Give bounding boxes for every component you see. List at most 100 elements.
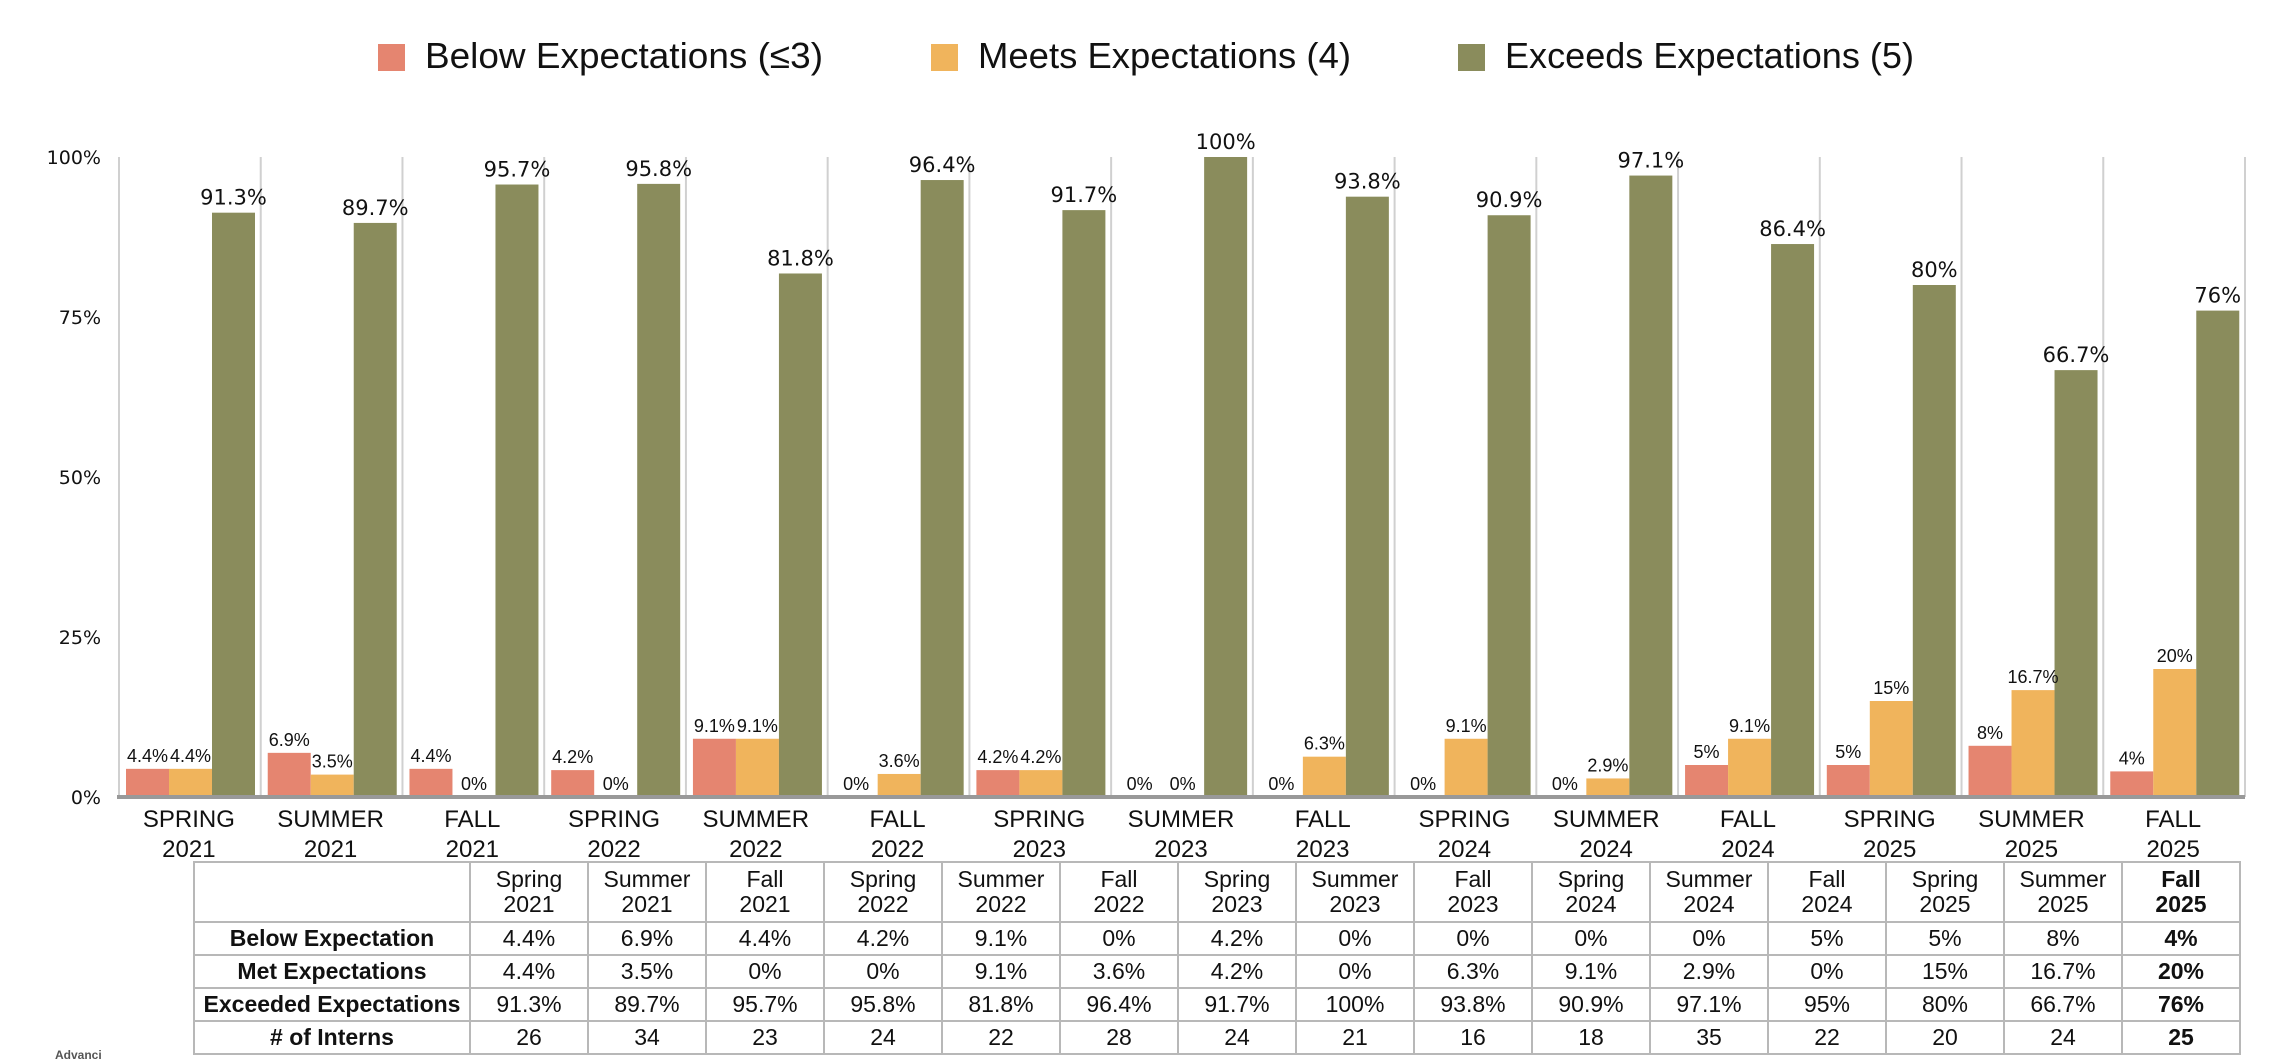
- data-label: 4%: [2119, 748, 2145, 768]
- data-label: 4.4%: [410, 746, 451, 766]
- legend-label: Exceeds Expectations (5): [1505, 35, 1914, 76]
- x-tick-label: FALL: [1720, 806, 1776, 833]
- table-row-label: # of Interns: [193, 1020, 471, 1055]
- table-column-header: Spring 2025: [1885, 861, 2005, 923]
- data-label: 0%: [843, 774, 869, 794]
- legend-swatch: [1458, 44, 1485, 71]
- bar: [1629, 175, 1673, 797]
- bar: [2196, 310, 2240, 797]
- table-column-header: Summer 2024: [1649, 861, 1769, 923]
- bar: [495, 184, 539, 797]
- data-label: 100%: [1196, 130, 1256, 154]
- table-cell: 20%: [2121, 954, 2241, 989]
- data-table: Spring 2021 Summer 2021 Fall 2021 Spring 2022 Su…: [193, 861, 2241, 1055]
- legend-label: Below Expectations (≤3): [425, 35, 823, 76]
- table-cell: 4%: [2121, 921, 2241, 956]
- table-column-header: Fall 2024: [1767, 861, 1887, 923]
- data-label: 0%: [1410, 774, 1436, 794]
- table-cell: 0%: [1295, 921, 1415, 956]
- table-cell: 90.9%: [1531, 987, 1651, 1022]
- y-tick-label: 75%: [59, 307, 101, 329]
- bar: [1685, 765, 1729, 797]
- data-label: 91.3%: [200, 186, 267, 210]
- bar: [1968, 745, 2012, 797]
- logo-fragment: Advanci: [55, 1048, 102, 1062]
- data-label: 3.6%: [879, 751, 920, 771]
- bar: [2153, 669, 2197, 797]
- x-tick-label: 2023: [1154, 836, 1207, 862]
- x-tick-label: 2021: [304, 836, 357, 862]
- table-cell: 4.4%: [469, 954, 589, 989]
- x-tick-label: FALL: [444, 806, 500, 833]
- bar: [310, 774, 354, 797]
- table-cell: 81.8%: [941, 987, 1061, 1022]
- data-label: 0%: [1170, 774, 1196, 794]
- legend-label: Meets Expectations (4): [978, 35, 1351, 76]
- x-tick-label: 2025: [2005, 836, 2058, 862]
- table-cell: 8%: [2003, 921, 2123, 956]
- data-label: 8%: [1977, 723, 2003, 743]
- x-tick-label: SUMMER: [277, 806, 384, 833]
- x-tick-label: SPRING: [143, 806, 235, 833]
- bar: [2054, 370, 2098, 797]
- table-cell: 3.6%: [1059, 954, 1179, 989]
- data-label: 93.8%: [1334, 170, 1401, 194]
- table-column-header: Summer 2022: [941, 861, 1061, 923]
- table-cell: 22: [941, 1020, 1061, 1055]
- table-row: Met Expectations 4.4% 3.5% 0% 0% 9.1% 3.6% 4.2%…: [193, 954, 2241, 989]
- y-tick-label: 50%: [59, 467, 101, 489]
- bar: [409, 768, 453, 797]
- bar: [2011, 690, 2055, 797]
- table-cell: 16.7%: [2003, 954, 2123, 989]
- bar: [126, 768, 169, 797]
- table-cell: 100%: [1295, 987, 1415, 1022]
- y-axis: 0% 25% 50% 75% 100%: [47, 147, 101, 809]
- table-row-label: Met Expectations: [193, 954, 471, 989]
- table-column-header: Spring 2023: [1177, 861, 1297, 923]
- y-tick-label: 25%: [59, 627, 101, 649]
- data-label: 95.7%: [484, 158, 551, 182]
- table-cell: 16: [1413, 1020, 1533, 1055]
- x-tick-label: 2021: [446, 836, 499, 862]
- data-label: 4.4%: [127, 746, 168, 766]
- table-cell: 23: [705, 1020, 825, 1055]
- bar-chart: Below Expectations (≤3) Meets Expectation…: [47, 35, 2246, 862]
- table-cell: 93.8%: [1413, 987, 1533, 1022]
- data-label: 5%: [1835, 742, 1861, 762]
- bar: [1302, 756, 1346, 797]
- data-label: 97.1%: [1617, 149, 1684, 173]
- bar: [976, 770, 1020, 797]
- data-label: 20%: [2157, 646, 2193, 666]
- x-axis-labels: SPRING 2021 SUMMER 2021 FALL 2021 SPRING 2022 SU…: [143, 806, 2201, 862]
- x-tick-label: SUMMER: [702, 806, 809, 833]
- table-column-header: Summer 2025: [2003, 861, 2123, 923]
- table-row: # of Interns 26 34 23 24 22 28 24 21 16 18 35 22 20 24…: [193, 1020, 2241, 1055]
- table-cell: 5%: [1885, 921, 2005, 956]
- data-label: 16.7%: [2008, 667, 2059, 687]
- table-cell: 6.9%: [587, 921, 707, 956]
- table-cell: 89.7%: [587, 987, 707, 1022]
- data-label: 4.4%: [170, 746, 211, 766]
- y-tick-label: 100%: [47, 147, 101, 169]
- data-label: 9.1%: [1729, 716, 1770, 736]
- x-tick-label: 2022: [587, 836, 640, 862]
- data-label: 81.8%: [767, 246, 834, 270]
- table-cell: 15%: [1885, 954, 2005, 989]
- x-tick-label: 2022: [729, 836, 782, 862]
- data-label: 0%: [461, 774, 487, 794]
- data-label: 0%: [1127, 774, 1153, 794]
- bar: [1586, 778, 1630, 797]
- bar: [1487, 215, 1531, 798]
- chart-legend: Below Expectations (≤3) Meets Expectation…: [378, 35, 1914, 76]
- bars: [126, 157, 2240, 798]
- table-cell: 5%: [1767, 921, 1887, 956]
- x-tick-label: FALL: [1295, 806, 1351, 833]
- x-tick-label: SPRING: [568, 806, 660, 833]
- x-tick-label: 2021: [162, 836, 215, 862]
- bar: [169, 768, 212, 797]
- table-cell: 0%: [1295, 954, 1415, 989]
- table-cell: 9.1%: [941, 921, 1061, 956]
- table-cell: 21: [1295, 1020, 1415, 1055]
- data-label: 80%: [1911, 258, 1958, 282]
- table-cell: 0%: [1649, 921, 1769, 956]
